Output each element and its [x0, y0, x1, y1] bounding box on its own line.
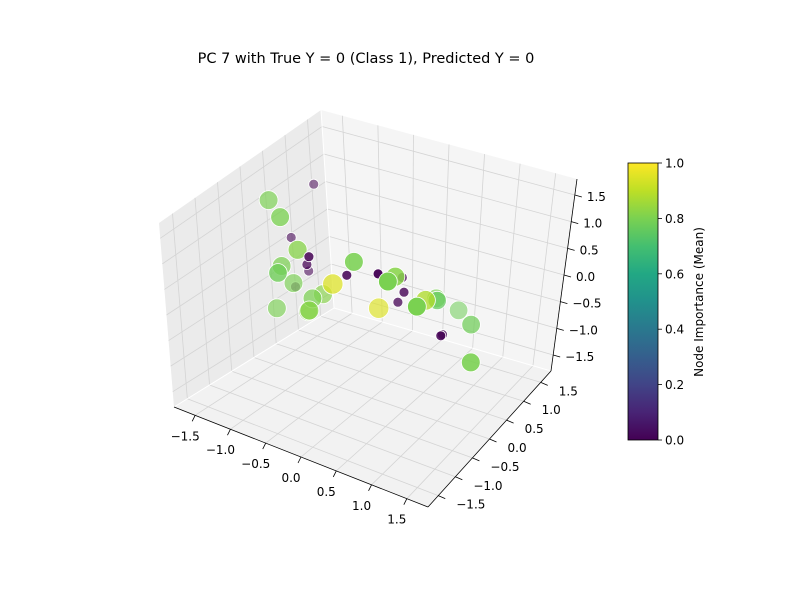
y-tick-mark: [489, 438, 497, 443]
3d-axes-ticks: −1.5 −1.0 −0.5 0.0 0.5 1.0 1.5 −1.5 −1.0 −0.5 0.0 0…: [171, 190, 606, 527]
gridline-z-backwall: [321, 126, 575, 196]
z-tick-label: −0.5: [572, 297, 601, 311]
colorbar-gradient: [627, 162, 659, 441]
y-tick-label: 1.5: [559, 384, 578, 398]
z-tick-label: 1.5: [587, 190, 606, 204]
scatter-point: [287, 239, 308, 260]
gridline-z-backwall: [327, 208, 565, 276]
colorbar-tick-label: 1.0: [665, 157, 684, 171]
gridline-z-backwall: [329, 236, 561, 303]
scatter-point: [407, 296, 427, 317]
z-tick-mark: [574, 194, 582, 198]
gridline-z-leftwall: [160, 126, 323, 239]
x-tick-mark: [368, 484, 372, 491]
scatter-point: [368, 297, 390, 319]
gridline-z-backwall: [332, 291, 554, 356]
scatter-point: [392, 296, 404, 308]
colorbar-label: Node Importance (Mean): [692, 227, 706, 377]
gridline-z-backwall: [323, 153, 572, 223]
scatter-point: [283, 273, 304, 293]
z-tick-mark: [560, 301, 568, 305]
x-tick-mark: [403, 498, 408, 505]
gridline-z-leftwall: [162, 153, 325, 265]
x-tick-label: 0.5: [317, 485, 336, 499]
x-tick-label: −1.0: [206, 443, 235, 457]
x-tick-mark: [227, 429, 231, 436]
colorbar-tick-label: 0.0: [665, 434, 684, 448]
y-tick-label: −1.5: [456, 498, 485, 512]
x-tick-mark: [191, 415, 196, 422]
z-tick-mark: [556, 327, 564, 331]
colorbar-tick-label: 0.8: [665, 212, 684, 226]
scatter-points: [258, 178, 481, 373]
scatter-point: [448, 300, 469, 321]
chart-title: PC 7 with True Y = 0 (Class 1), Predicte…: [198, 51, 535, 67]
scatter-point: [258, 190, 279, 210]
gridline-z-leftwall: [164, 181, 326, 290]
z-tick-label: 0.5: [580, 243, 599, 257]
z-tick-mark: [553, 354, 561, 358]
x-tick-mark: [332, 470, 337, 478]
gridline-y-floor: [276, 343, 507, 421]
scatter-point: [308, 178, 320, 190]
y-tick-mark: [506, 419, 514, 424]
gridline-z-leftwall: [166, 208, 328, 316]
scatter-point: [435, 330, 447, 342]
x-tick-label: 1.0: [352, 499, 371, 513]
scatter-point: [303, 251, 315, 263]
x-tick-mark: [297, 456, 302, 464]
gridline-y-floor: [187, 398, 439, 497]
scatter-point: [322, 273, 344, 295]
y-tick-label: 0.0: [508, 441, 527, 455]
gridline-y-floor: [231, 370, 473, 459]
y-tick-label: −1.0: [473, 479, 502, 493]
y-tick-mark: [438, 495, 446, 500]
y-tick-mark: [523, 400, 531, 405]
x-tick-label: 0.0: [281, 471, 300, 485]
z-tick-label: −1.0: [569, 323, 598, 337]
colorbar-tick-label: 0.2: [665, 378, 684, 392]
y-tick-label: 1.0: [542, 403, 561, 417]
x-tick-label: −0.5: [241, 457, 270, 471]
y-tick-mark: [472, 457, 480, 462]
colorbar: 0.0 0.2 0.4 0.6 0.8 1.0 Node Importance (Mean…: [627, 157, 706, 448]
x-tick-label: −1.5: [171, 429, 200, 443]
z-tick-mark: [567, 247, 575, 251]
z-tick-label: 0.0: [576, 270, 595, 284]
scatter-point: [460, 352, 481, 373]
scatter-point: [344, 252, 364, 272]
pane-floor: [174, 308, 551, 507]
scatter-point: [267, 298, 287, 319]
x-tick-mark: [262, 442, 267, 450]
colorbar-ticks: 0.0 0.2 0.4 0.6 0.8 1.0: [658, 157, 684, 448]
y-tick-mark: [455, 476, 463, 481]
gridline-y-floor: [298, 329, 524, 402]
scatter-point: [378, 271, 398, 292]
colorbar-tick-label: 0.6: [665, 267, 684, 281]
gridline-z-backwall: [325, 181, 568, 249]
3d-axes-gridlines: [160, 115, 575, 499]
scatter-point: [270, 207, 290, 227]
gridline-y-floor: [209, 384, 456, 478]
z-tick-mark: [571, 221, 579, 225]
z-tick-label: 1.0: [583, 217, 602, 231]
gridline-y-floor: [253, 357, 490, 440]
y-tick-label: 0.5: [525, 422, 544, 436]
scatter-point: [341, 269, 353, 281]
z-tick-mark: [563, 274, 572, 278]
scatter-point: [461, 314, 481, 335]
z-tick-label: −1.5: [565, 350, 594, 364]
scatter-point: [299, 300, 320, 321]
gridline-y-floor: [320, 315, 541, 383]
scatter-point: [268, 263, 288, 283]
y-tick-mark: [540, 381, 548, 386]
x-tick-label: 1.5: [387, 513, 406, 527]
y-tick-label: −0.5: [490, 460, 519, 474]
scatter-point: [398, 286, 410, 298]
pane-edge-floor-left: [173, 307, 335, 408]
gridline-z-leftwall: [170, 263, 332, 367]
colorbar-tick-label: 0.4: [665, 323, 684, 337]
